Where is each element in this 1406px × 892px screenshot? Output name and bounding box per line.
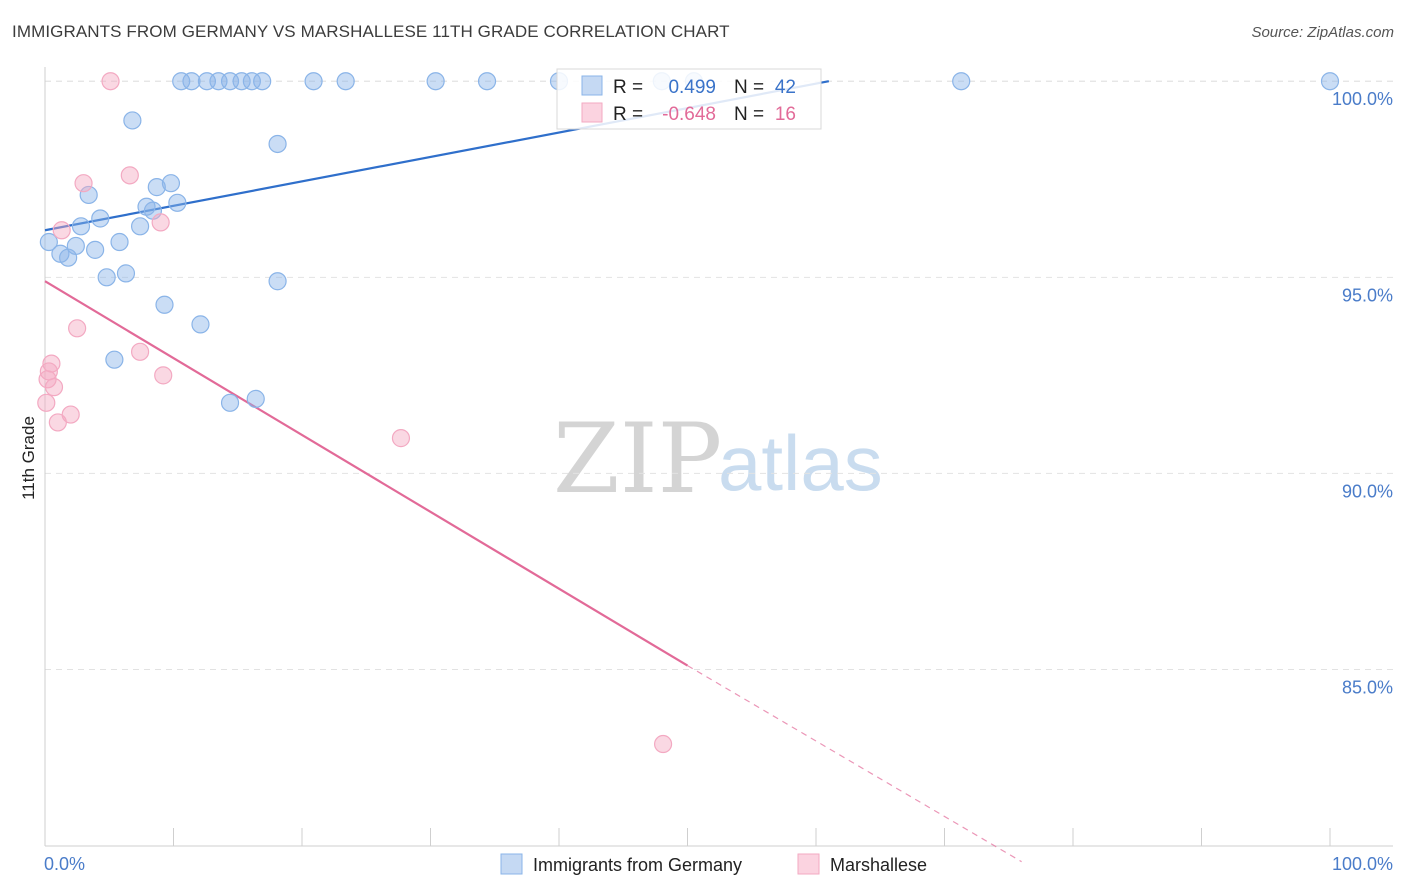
point-series-0-26 [182, 72, 201, 91]
point-series-0-34 [336, 72, 355, 91]
x-tick-max: 100.0% [1332, 854, 1393, 874]
point-series-0-5 [79, 185, 98, 205]
chart-title: IMMIGRANTS FROM GERMANY VS MARSHALLESE 1… [12, 22, 730, 41]
point-series-0-12 [130, 217, 150, 236]
y-tick-label-0: 100.0% [1332, 89, 1393, 109]
x-tick-min: 0.0% [44, 854, 85, 874]
legend-swatch-marshallese [797, 853, 820, 875]
y-tick-labels: 100.0% 95.0% 90.0% 85.0% [1332, 89, 1393, 697]
stats-swatch-pink [581, 102, 603, 123]
point-series-0-36 [477, 72, 497, 91]
point-series-0-31 [242, 72, 261, 91]
point-series-0-19 [105, 350, 124, 369]
point-series-1-15 [391, 429, 411, 448]
point-series-0-4 [71, 217, 91, 236]
trendline-extension-series-1 [687, 665, 1022, 863]
point-series-0-16 [155, 295, 174, 314]
stats-n-label-pink: N = [734, 104, 764, 125]
point-series-1-11 [120, 166, 139, 185]
point-series-0-25 [172, 72, 191, 91]
point-series-0-20 [191, 315, 210, 334]
y-tick-label-1: 95.0% [1342, 285, 1393, 305]
point-series-1-9 [74, 174, 93, 193]
point-series-0-32 [253, 72, 272, 91]
watermark: ZIP atlas [553, 403, 883, 515]
stats-r-value-blue: 0.499 [668, 77, 716, 98]
point-series-0-41 [1320, 72, 1340, 91]
point-series-0-3 [66, 236, 85, 256]
point-series-1-7 [52, 221, 71, 240]
watermark-zip: ZIP [553, 403, 722, 515]
point-series-1-14 [154, 366, 173, 385]
stats-n-value-pink: 16 [775, 104, 796, 125]
point-series-0-18 [168, 193, 187, 212]
y-tick-label-3: 85.0% [1342, 678, 1393, 698]
point-series-0-30 [232, 72, 251, 91]
y-tick-label-2: 90.0% [1342, 481, 1393, 501]
point-series-0-22 [246, 389, 265, 408]
point-series-1-10 [101, 72, 120, 91]
point-series-1-6 [61, 405, 80, 424]
point-series-0-0 [39, 232, 58, 252]
stats-r-label-blue: R = [613, 77, 643, 98]
stats-r-value-pink: -0.648 [662, 104, 716, 125]
legend: Immigrants from Germany Marshallese [500, 853, 927, 875]
point-series-0-7 [91, 209, 110, 228]
point-series-0-40 [952, 72, 971, 91]
stats-swatch-blue [581, 75, 603, 96]
point-series-0-23 [268, 272, 287, 291]
chart-source: Source: ZipAtlas.com [1251, 24, 1394, 41]
y-axis-label: 11th Grade [19, 416, 38, 500]
gridlines [45, 80, 1393, 671]
watermark-atlas: atlas [718, 419, 883, 507]
point-series-0-15 [147, 178, 166, 197]
trendline-series-1 [44, 280, 689, 667]
axes [44, 67, 1393, 847]
legend-swatch-germany [500, 853, 523, 875]
stats-box: R = 0.499 N = 42 R = -0.648 N = 16 [556, 68, 822, 130]
point-series-0-24 [268, 134, 287, 154]
point-series-1-8 [68, 319, 87, 338]
legend-label-germany: Immigrants from Germany [533, 855, 742, 875]
point-series-1-3 [44, 378, 64, 397]
point-series-0-11 [123, 111, 142, 130]
stats-n-value-blue: 42 [775, 77, 796, 98]
point-series-0-6 [86, 240, 105, 259]
point-series-1-12 [130, 342, 150, 361]
point-series-0-35 [426, 72, 445, 91]
point-series-0-17 [161, 174, 181, 193]
point-series-0-9 [110, 232, 129, 252]
point-series-0-10 [116, 264, 136, 283]
point-series-0-8 [97, 268, 116, 287]
point-series-1-2 [42, 354, 61, 373]
point-series-0-21 [220, 393, 240, 412]
stats-r-label-pink: R = [613, 104, 643, 125]
stats-n-label-blue: N = [734, 77, 764, 98]
legend-label-marshallese: Marshallese [830, 855, 927, 875]
point-series-1-16 [653, 734, 673, 754]
point-series-0-33 [304, 72, 323, 91]
point-series-1-13 [151, 213, 170, 232]
point-series-1-4 [37, 393, 56, 412]
